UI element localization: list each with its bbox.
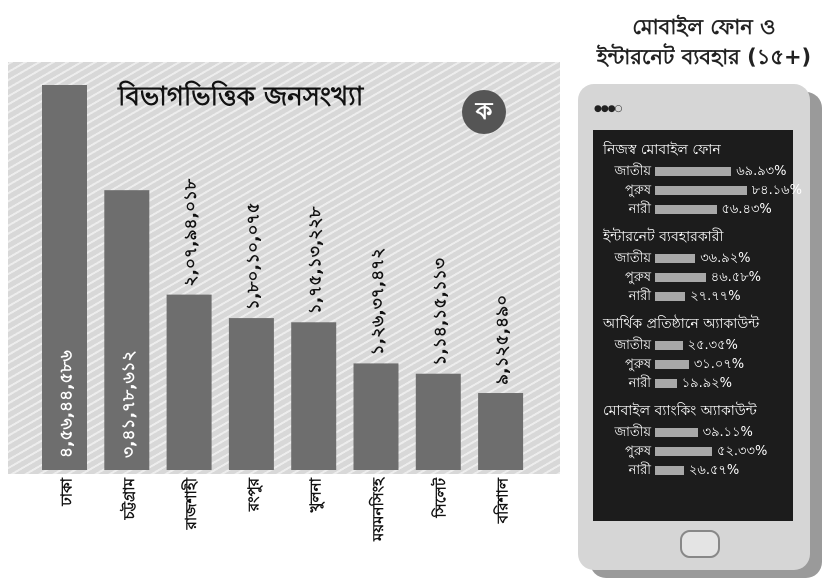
row-bar-3-2 (655, 466, 684, 475)
row-label-0-1: পুরুষ (625, 183, 651, 198)
row-value-2-0: ২৫.৩৫% (687, 338, 738, 353)
row-bar-1-1 (655, 273, 706, 282)
row-bar-2-2 (655, 379, 677, 388)
section-title-3: মোবাইল ব্যাংকিং অ্যাকাউন্ট (603, 403, 757, 419)
row-value-2-1: ৩১.০৭% (693, 357, 745, 372)
phone-title-line2: ইন্টারনেট ব্যবহার (১৫+) (596, 45, 812, 69)
home-button-icon (680, 530, 720, 558)
category-label-2: রাজশাহী (181, 477, 200, 530)
bar-value-label-7: ৯,১২৫,৪৯০ (493, 295, 513, 385)
row-label-1-1: পুরুষ (625, 270, 651, 285)
row-bar-1-2 (655, 292, 686, 301)
row-label-3-2: নারী (628, 463, 651, 478)
bar-value-label-0: ৪,৫৬,৪৪,৫৮৬ (57, 350, 77, 458)
row-label-0-0: জাতীয় (614, 164, 651, 179)
row-bar-2-1 (655, 360, 689, 369)
category-label-1: চট্টগ্রাম (119, 477, 138, 520)
section-title-2: আর্থিক প্রতিষ্ঠানে অ্যাকাউন্ট (603, 316, 760, 332)
phone-infographic-title: মোবাইল ফোন ও ইন্টারনেট ব্যবহার (১৫+) (585, 12, 823, 72)
row-value-1-2: ২৭.৭৭% (690, 289, 741, 304)
bar-value-label-5: ১,২৬,৩৭,৪৭২ (368, 248, 388, 356)
chart-panel (8, 62, 560, 474)
row-bar-2-0 (655, 341, 683, 350)
bar-3 (228, 318, 274, 470)
section-title-0: নিজস্ব মোবাইল ফোন (603, 142, 721, 158)
bar-0 (42, 84, 87, 471)
bar-1 (104, 190, 150, 470)
bar-value-label-1: ৩,৪১,৭৮,৬১২ (119, 350, 139, 458)
bar-value-label-3: ১,৮০,১০,০৭৫ (243, 202, 263, 310)
bar-2 (166, 294, 212, 470)
row-label-3-1: পুরুষ (625, 444, 651, 459)
row-label-2-2: নারী (628, 376, 651, 391)
chart-title: বিভাগভিত্তিক জনসংখ্যা (118, 82, 364, 112)
phone-screen: নিজস্ব মোবাইল ফোন জাতীয় ৬৯.৯৩% পুরুষ ৮৪.১৬%… (593, 130, 802, 521)
category-label-5: ময়মনসিংহ (368, 477, 387, 542)
row-bar-0-1 (655, 186, 747, 195)
row-value-3-1: ৫২.৩৩% (717, 444, 768, 459)
row-value-0-0: ৬৯.৯৩% (736, 164, 787, 179)
category-label-4: খুলনা (307, 477, 325, 513)
row-label-2-1: পুরুষ (625, 357, 651, 372)
category-label-0: ঢাকা (58, 477, 76, 506)
section-title-1: ইন্টারনেট ব্যবহারকারী (603, 229, 724, 245)
row-bar-3-0 (655, 428, 698, 437)
row-value-2-2: ১৯.৯২% (681, 376, 732, 391)
row-value-3-0: ৩৯.১১% (702, 425, 753, 440)
category-label-3: রংপুর (244, 477, 262, 512)
row-bar-0-0 (655, 167, 732, 176)
row-value-1-0: ৩৬.৯২% (700, 251, 751, 266)
row-label-3-0: জাতীয় (614, 425, 651, 440)
row-label-2-0: জাতীয় (614, 338, 651, 353)
bar-4 (291, 322, 337, 470)
row-bar-3-1 (655, 447, 713, 456)
row-bar-1-0 (655, 254, 696, 263)
bar-value-label-4: ১,৭৫,১৩,২২৮ (306, 206, 326, 315)
row-bar-0-2 (655, 205, 717, 214)
row-value-3-2: ২৬.৫৭% (688, 463, 740, 478)
row-value-0-1: ৮৪.১৬% (751, 183, 802, 198)
population-bar-chart: ৪,৫৬,৪৪,৫৮৬ ঢাকা ৩,৪১,৭৮,৬১২ চট্টগ্রাম ২,০৭,… (42, 84, 524, 542)
phone-title-line1: মোবাইল ফোন ও (632, 15, 776, 39)
bar-5 (353, 363, 399, 470)
bar-value-label-2: ২,০৭,৯৪,০১৮ (181, 178, 201, 287)
kaler-kantho-logo: ক (462, 90, 506, 134)
category-label-7: বরিশাল (493, 477, 512, 524)
row-label-1-2: নারী (628, 289, 651, 304)
row-label-0-2: নারী (628, 202, 651, 217)
bar-7 (478, 393, 524, 470)
row-value-0-2: ৫৬.৪৩% (721, 202, 772, 217)
phone-illustration: ●●●○ নিজস্ব মোবাইল ফোন জাতীয় ৬৯.৯৩% পুরুষ ৮… (578, 84, 810, 570)
category-label-6: সিলেট (430, 477, 449, 518)
row-label-1-0: জাতীয় (614, 251, 651, 266)
signal-dots-icon: ●●●○ (594, 104, 622, 114)
row-value-1-1: ৪৬.৫৮% (710, 270, 762, 285)
bar-6 (415, 373, 461, 470)
bar-value-label-6: ১,১৪,১৫,১১৩ (430, 258, 450, 366)
